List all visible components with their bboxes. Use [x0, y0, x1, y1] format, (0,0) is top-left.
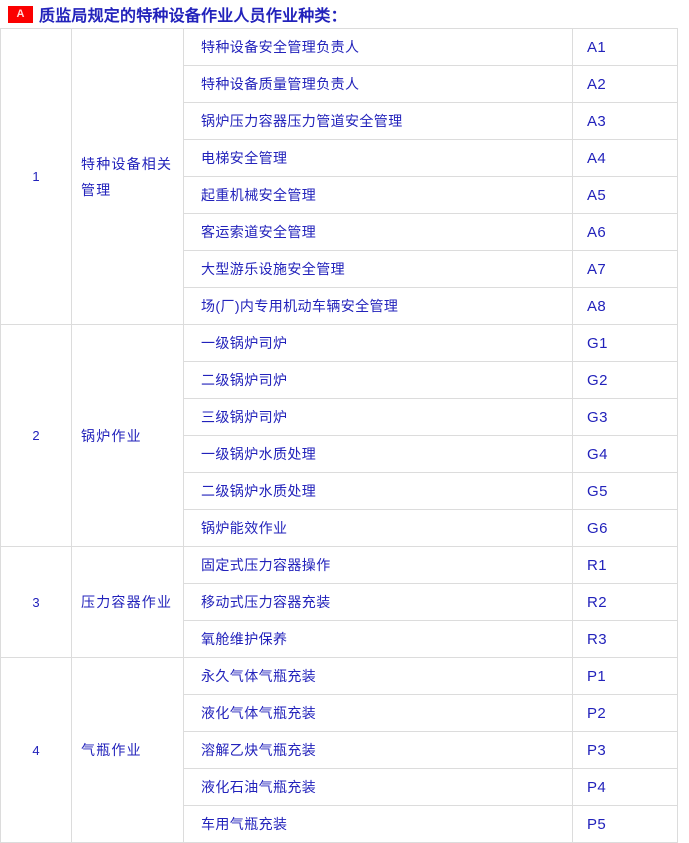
job-code-cell: A3: [572, 102, 678, 140]
job-code-cell: P2: [572, 694, 678, 732]
document-header: A 质监局规定的特种设备作业人员作业种类：: [0, 0, 689, 28]
table-row: 二级锅炉司炉 G2: [1, 361, 678, 399]
job-code-cell: P5: [572, 805, 678, 843]
table-row: 移动式压力容器充装 R2: [1, 583, 678, 621]
table-row: 4 气瓶作业 永久气体气瓶充装 P1: [0, 657, 678, 843]
job-item-cell: 特种设备质量管理负责人: [183, 65, 573, 103]
table-row: 氧舱维护保养 R3: [1, 620, 678, 658]
job-item-cell: 液化气体气瓶充装: [183, 694, 573, 732]
job-code-cell: P1: [572, 657, 678, 695]
job-item-cell: 二级锅炉水质处理: [183, 472, 573, 510]
job-code-cell: A5: [572, 176, 678, 214]
page-title: 质监局规定的特种设备作业人员作业种类：: [39, 8, 347, 25]
job-item-cell: 电梯安全管理: [183, 139, 573, 177]
job-item-cell: 一级锅炉司炉: [183, 324, 573, 362]
job-item-cell: 客运索道安全管理: [183, 213, 573, 251]
table-row: 3 压力容器作业 固定式压力容器操作 R1: [0, 546, 678, 658]
job-item-cell: 溶解乙炔气瓶充装: [183, 731, 573, 769]
job-code-cell: R1: [572, 546, 678, 584]
job-code-cell: G1: [572, 324, 678, 362]
job-item-cell: 特种设备安全管理负责人: [183, 28, 573, 66]
table-row: 一级锅炉水质处理 G4: [1, 435, 678, 473]
job-item-cell: 一级锅炉水质处理: [183, 435, 573, 473]
table-body: 1 特种设备相关管理 特种设备安全管理负责人 A1 特种设备质量管理负责人 A2 锅炉压力容…: [0, 28, 678, 843]
job-code-cell: A2: [572, 65, 678, 103]
job-item-cell: 大型游乐设施安全管理: [183, 250, 573, 288]
job-code-cell: G3: [572, 398, 678, 436]
job-code-cell: P3: [572, 731, 678, 769]
group-name-cell: 压力容器作业: [71, 546, 184, 658]
job-code-cell: A4: [572, 139, 678, 177]
table-row: 车用气瓶充装 P5: [1, 805, 678, 843]
special-equipment-categories-table: 1 特种设备相关管理 特种设备安全管理负责人 A1 特种设备质量管理负责人 A2 锅炉压力容…: [0, 28, 678, 843]
job-item-cell: 车用气瓶充装: [183, 805, 573, 843]
group-name-cell: 特种设备相关管理: [71, 28, 184, 325]
red-square-marker-icon: A: [8, 5, 33, 23]
table-row: 2 锅炉作业 一级锅炉司炉 G1: [0, 324, 678, 547]
job-item-cell: 液化石油气瓶充装: [183, 768, 573, 806]
table-row: 锅炉能效作业 G6: [1, 509, 678, 547]
job-code-cell: A8: [572, 287, 678, 325]
table-row: 场(厂)内专用机动车辆安全管理 A8: [1, 287, 678, 325]
job-item-cell: 场(厂)内专用机动车辆安全管理: [183, 287, 573, 325]
table-row: 溶解乙炔气瓶充装 P3: [1, 731, 678, 769]
table-row: 起重机械安全管理 A5: [1, 176, 678, 214]
job-item-cell: 二级锅炉司炉: [183, 361, 573, 399]
job-code-cell: A7: [572, 250, 678, 288]
job-code-cell: G6: [572, 509, 678, 547]
job-item-cell: 锅炉能效作业: [183, 509, 573, 547]
table-row: 液化气体气瓶充装 P2: [1, 694, 678, 732]
job-item-cell: 三级锅炉司炉: [183, 398, 573, 436]
group-index-cell: 4: [0, 657, 72, 843]
job-code-cell: G4: [572, 435, 678, 473]
job-code-cell: R2: [572, 583, 678, 621]
job-code-cell: G2: [572, 361, 678, 399]
group-name-cell: 气瓶作业: [71, 657, 184, 843]
job-item-cell: 移动式压力容器充装: [183, 583, 573, 621]
job-code-cell: R3: [572, 620, 678, 658]
job-code-cell: G5: [572, 472, 678, 510]
job-item-cell: 氧舱维护保养: [183, 620, 573, 658]
job-item-cell: 固定式压力容器操作: [183, 546, 573, 584]
table-row: 液化石油气瓶充装 P4: [1, 768, 678, 806]
table-row: 特种设备质量管理负责人 A2: [1, 65, 678, 103]
table-row: 二级锅炉水质处理 G5: [1, 472, 678, 510]
job-item-cell: 起重机械安全管理: [183, 176, 573, 214]
group-index-cell: 2: [0, 324, 72, 547]
job-code-cell: P4: [572, 768, 678, 806]
job-item-cell: 永久气体气瓶充装: [183, 657, 573, 695]
group-index-cell: 1: [0, 28, 72, 325]
table-row: 1 特种设备相关管理 特种设备安全管理负责人 A1: [0, 28, 678, 325]
group-name-cell: 锅炉作业: [71, 324, 184, 547]
table-row: 大型游乐设施安全管理 A7: [1, 250, 678, 288]
job-item-cell: 锅炉压力容器压力管道安全管理: [183, 102, 573, 140]
job-code-cell: A1: [572, 28, 678, 66]
table-row: 电梯安全管理 A4: [1, 139, 678, 177]
table-row: 客运索道安全管理 A6: [1, 213, 678, 251]
job-code-cell: A6: [572, 213, 678, 251]
group-index-cell: 3: [0, 546, 72, 658]
